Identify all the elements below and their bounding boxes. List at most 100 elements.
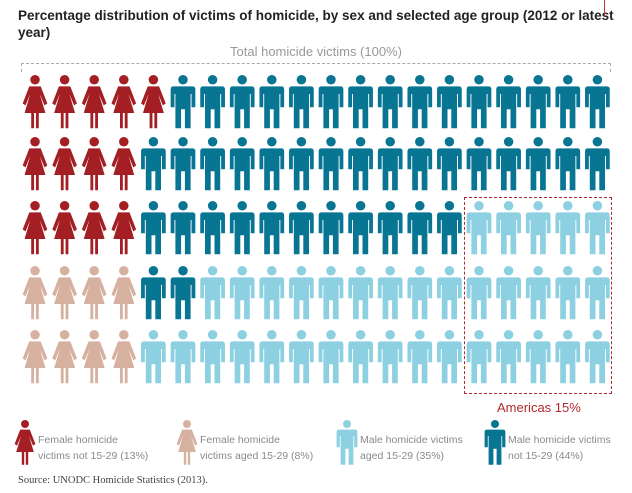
americas-label: Americas 15% xyxy=(497,400,581,415)
person-icon-M_not xyxy=(259,201,285,255)
person-icon-M_15 xyxy=(496,201,521,255)
person-icon-M_15 xyxy=(496,330,521,384)
person-icon-M_not xyxy=(200,201,225,255)
person-icon-F_15 xyxy=(111,266,137,320)
person-icon-F_15 xyxy=(22,330,48,384)
person-icon-M_not xyxy=(437,201,462,255)
person-icon-M_15 xyxy=(289,330,314,384)
person-icon-F_not xyxy=(81,75,107,129)
female-person-icon xyxy=(14,420,36,465)
person-icon-M_not xyxy=(377,75,403,129)
pictogram-grid xyxy=(22,75,610,384)
person-icon-M_15 xyxy=(200,266,225,320)
person-icon-F_not xyxy=(81,137,107,191)
person-icon-M_15 xyxy=(348,266,373,320)
person-icon-M_not xyxy=(377,137,403,191)
person-icon-M_15 xyxy=(585,201,610,255)
person-icon-M_15 xyxy=(466,201,492,255)
male-person-icon xyxy=(484,420,506,465)
person-icon-M_15 xyxy=(466,330,492,384)
person-icon-M_15 xyxy=(585,330,610,384)
person-icon-F_15 xyxy=(81,330,107,384)
person-icon-F_15 xyxy=(81,266,107,320)
person-icon-M_15 xyxy=(170,330,196,384)
person-icon-M_15 xyxy=(466,266,492,320)
person-icon-M_not xyxy=(200,75,225,129)
person-icon-M_15 xyxy=(348,330,373,384)
person-icon-M_15 xyxy=(525,201,551,255)
person-icon-M_15 xyxy=(318,266,344,320)
person-icon-M_not xyxy=(348,75,373,129)
person-icon-M_not xyxy=(525,75,551,129)
male-person-icon xyxy=(336,420,358,465)
person-icon-M_15 xyxy=(259,266,285,320)
person-icon-M_15 xyxy=(200,330,225,384)
person-icon-M_not xyxy=(348,137,373,191)
person-icon-F_15 xyxy=(111,330,137,384)
person-icon-M_not xyxy=(289,137,314,191)
legend-label-line2: aged 15-29 (35%) xyxy=(360,450,445,462)
person-icon-M_15 xyxy=(437,266,462,320)
person-icon-M_15 xyxy=(377,330,403,384)
person-icon-M_not xyxy=(141,201,166,255)
person-icon-M_not xyxy=(229,137,255,191)
person-icon-M_not xyxy=(555,137,581,191)
person-icon-F_not xyxy=(52,137,77,191)
person-icon-M_not xyxy=(289,75,314,129)
person-icon-F_not xyxy=(111,137,137,191)
legend-label: Female homicide victims not 15-29 (13%) xyxy=(38,432,148,464)
legend-label-line1: Male homicide victims xyxy=(360,434,463,446)
person-icon-F_not xyxy=(111,201,137,255)
person-icon-M_15 xyxy=(141,330,166,384)
person-icon-M_not xyxy=(466,137,492,191)
person-icon-F_not xyxy=(22,201,48,255)
source-note: Source: UNODC Homicide Statistics (2013)… xyxy=(18,475,208,486)
person-icon-M_not xyxy=(318,201,344,255)
person-icon-M_not xyxy=(229,75,255,129)
person-icon-M_not xyxy=(496,137,521,191)
person-icon-M_not xyxy=(525,137,551,191)
person-icon-M_15 xyxy=(525,266,551,320)
person-icon-F_not xyxy=(52,201,77,255)
person-icon-M_15 xyxy=(525,330,551,384)
legend-label-line2: victims not 15-29 (13%) xyxy=(38,450,149,462)
person-icon-M_not xyxy=(585,75,610,129)
female-person-icon xyxy=(176,420,198,465)
person-icon-M_not xyxy=(170,201,196,255)
person-icon-M_not xyxy=(170,75,196,129)
chart-title: Percentage distribution of victims of ho… xyxy=(18,8,614,40)
person-icon-M_not xyxy=(555,75,581,129)
person-icon-M_15 xyxy=(259,330,285,384)
person-icon-M_15 xyxy=(555,330,581,384)
person-icon-M_15 xyxy=(407,330,433,384)
total-bracket xyxy=(21,63,611,72)
person-icon-M_not xyxy=(407,137,433,191)
person-icon-M_not xyxy=(437,137,462,191)
person-icon-F_15 xyxy=(52,266,77,320)
americas-highlight-box xyxy=(464,197,612,394)
decorative-red-line xyxy=(604,0,605,16)
person-icon-M_15 xyxy=(407,266,433,320)
person-icon-M_not xyxy=(141,137,166,191)
person-icon-M_15 xyxy=(289,266,314,320)
person-icon-M_not xyxy=(318,137,344,191)
person-icon-M_not xyxy=(229,201,255,255)
person-icon-M_not xyxy=(496,75,521,129)
person-icon-M_15 xyxy=(585,266,610,320)
legend-label: Female homicide victims aged 15-29 (8%) xyxy=(200,432,313,464)
legend-label: Male homicide victims aged 15-29 (35%) xyxy=(360,432,463,464)
legend-label-line1: Female homicide xyxy=(38,434,118,446)
person-icon-M_not xyxy=(259,75,285,129)
person-icon-M_15 xyxy=(229,266,255,320)
person-icon-M_not xyxy=(407,201,433,255)
person-icon-M_15 xyxy=(318,330,344,384)
person-icon-M_not xyxy=(466,75,492,129)
person-icon-F_not xyxy=(81,201,107,255)
total-label: Total homicide victims (100%) xyxy=(230,44,402,59)
person-icon-M_not xyxy=(348,201,373,255)
person-icon-M_15 xyxy=(229,330,255,384)
person-icon-M_not xyxy=(318,75,344,129)
person-icon-M_not xyxy=(437,75,462,129)
person-icon-M_not xyxy=(200,137,225,191)
person-icon-M_not xyxy=(407,75,433,129)
